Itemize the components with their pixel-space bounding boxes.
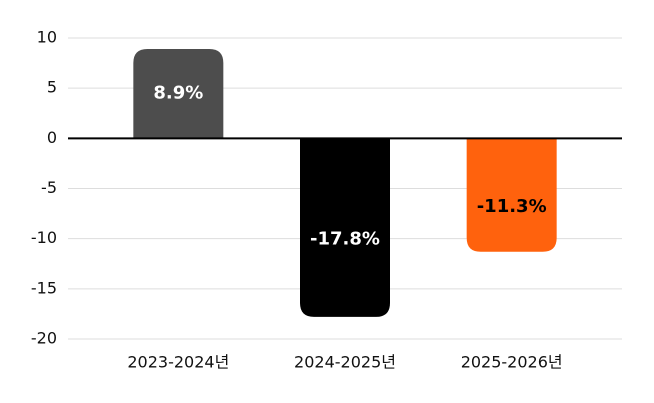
- value-label: 8.9%: [153, 83, 203, 104]
- y-tick-label: 0: [47, 128, 57, 147]
- y-tick-label: 5: [47, 78, 57, 97]
- value-label: -17.8%: [310, 229, 380, 250]
- y-tick-label: 10: [37, 28, 57, 47]
- bar: [133, 49, 224, 139]
- value-label: -11.3%: [477, 196, 547, 217]
- y-tick-label: -10: [31, 228, 57, 247]
- y-tick-label: -15: [31, 278, 57, 297]
- y-tick-label: -20: [31, 329, 57, 348]
- x-tick-label: 2024-2025년: [294, 353, 396, 372]
- bar: [466, 138, 557, 252]
- bar: [300, 138, 390, 317]
- x-tick-label: 2023-2024년: [127, 353, 229, 372]
- x-tick-label: 2025-2026년: [461, 353, 563, 372]
- y-tick-label: -5: [41, 178, 57, 197]
